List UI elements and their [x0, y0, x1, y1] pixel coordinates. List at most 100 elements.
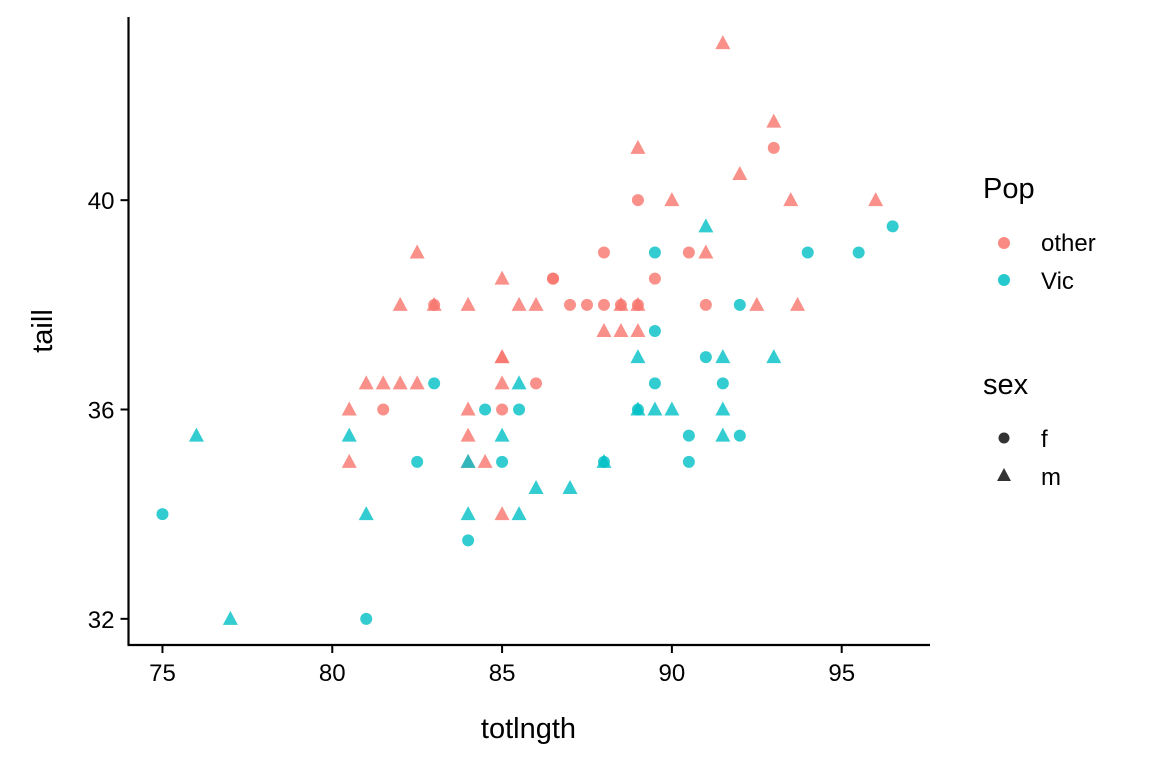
data-point-other-m: [630, 296, 646, 311]
data-point-other-f: [597, 246, 610, 259]
legend-label-f: f: [1041, 426, 1048, 453]
legend-key-f: [998, 432, 1010, 444]
data-point-other-f: [496, 403, 509, 416]
data-point-vic-f: [648, 246, 661, 259]
data-point-vic-f: [716, 377, 729, 390]
data-point-other-m: [790, 296, 806, 311]
data-point-vic-m: [630, 401, 646, 416]
data-point-vic-f: [852, 246, 865, 259]
data-point-other-m: [613, 296, 629, 311]
legend-label-m: m: [1041, 464, 1061, 491]
data-point-vic-m: [698, 218, 714, 233]
data-point-vic-m: [494, 427, 510, 442]
data-point-vic-m: [528, 480, 544, 494]
data-point-vic-m: [222, 610, 238, 625]
data-point-other-f: [547, 272, 560, 285]
x-tick-label: 85: [489, 660, 516, 687]
data-point-other-m: [630, 323, 646, 337]
data-point-vic-m: [460, 506, 476, 521]
data-point-vic-m: [460, 453, 476, 468]
y-tick-label: 36: [88, 398, 115, 425]
data-point-vic-f: [682, 455, 695, 468]
x-tick-label: 90: [659, 660, 686, 687]
data-point-vic-f: [801, 246, 814, 259]
data-point-other-f: [682, 246, 695, 259]
data-point-other-m: [426, 296, 442, 311]
data-point-other-f: [377, 403, 390, 416]
data-point-other-m: [732, 166, 748, 180]
data-point-vic-f: [360, 612, 373, 625]
x-tick-label: 95: [828, 660, 855, 687]
data-point-other-m: [409, 375, 425, 390]
data-point-other-m: [460, 401, 476, 416]
data-point-other-m: [596, 323, 612, 337]
data-point-vic-m: [766, 349, 782, 364]
data-point-vic-f: [479, 403, 492, 416]
data-point-other-m: [528, 296, 544, 311]
legend-key-m: [997, 468, 1011, 481]
y-tick-label: 32: [88, 607, 115, 634]
data-point-vic-f: [886, 220, 899, 233]
data-point-other-m: [341, 453, 357, 468]
data-point-vic-m: [511, 506, 527, 521]
y-tick-label: 40: [88, 188, 115, 215]
y-axis-ticks: 32 36 40: [88, 188, 129, 634]
data-point-other-m: [375, 375, 391, 390]
data-point-other-f: [631, 194, 644, 207]
data-point-vic-f: [428, 377, 441, 390]
x-axis-ticks: 75 80 85 90 95: [149, 645, 855, 687]
data-point-other-m: [511, 296, 527, 311]
legend-title-pop: Pop: [983, 173, 1035, 205]
data-point-vic-m: [630, 349, 646, 364]
data-point-vic-m: [341, 427, 357, 442]
data-point-other-f: [648, 272, 661, 285]
data-point-vic-m: [715, 427, 731, 442]
data-point-other-m: [868, 192, 884, 207]
data-point-other-m: [392, 375, 408, 390]
x-axis-title: totlngth: [481, 713, 576, 745]
data-point-vic-m: [647, 401, 663, 416]
data-point-other-m: [494, 375, 510, 390]
legend: Pop other Vic sex f m: [983, 173, 1096, 491]
data-point-other-m: [783, 192, 799, 207]
data-point-other-m: [715, 35, 731, 50]
data-point-vic-f: [733, 429, 746, 442]
data-point-other-m: [409, 244, 425, 259]
data-point-vic-f: [699, 351, 712, 364]
data-point-vic-m: [715, 401, 731, 416]
data-point-vic-f: [648, 325, 661, 337]
data-point-other-m: [613, 323, 629, 337]
data-point-other-m: [494, 349, 510, 364]
data-point-vic-f: [496, 455, 509, 468]
data-point-other-m: [392, 296, 408, 311]
data-point-vic-f: [682, 429, 695, 442]
plot-points: [156, 35, 899, 625]
data-point-other-m: [494, 506, 510, 521]
data-point-vic-m: [715, 349, 731, 364]
data-point-other-m: [358, 375, 374, 390]
data-point-other-f: [767, 141, 780, 154]
data-point-vic-m: [188, 427, 204, 442]
data-point-vic-f: [411, 455, 424, 468]
data-point-other-m: [766, 113, 782, 128]
data-point-vic-m: [664, 401, 680, 416]
data-point-vic-m: [562, 480, 578, 494]
x-tick-label: 80: [319, 660, 346, 687]
data-point-vic-f: [462, 534, 475, 547]
data-point-vic-m: [596, 453, 612, 468]
data-point-other-m: [477, 453, 493, 468]
data-point-other-f: [530, 377, 543, 390]
data-point-vic-f: [733, 298, 746, 311]
data-point-other-m: [749, 296, 765, 311]
data-point-vic-m: [358, 506, 374, 521]
data-point-other-f: [564, 298, 577, 311]
y-axis-title: taill: [27, 309, 59, 353]
data-point-vic-m: [511, 375, 527, 390]
data-point-other-m: [341, 401, 357, 416]
legend-key-vic: [998, 274, 1010, 286]
data-point-vic-f: [648, 377, 661, 390]
data-point-vic-f: [513, 403, 526, 416]
data-point-other-m: [664, 192, 680, 207]
data-point-other-m: [460, 296, 476, 311]
